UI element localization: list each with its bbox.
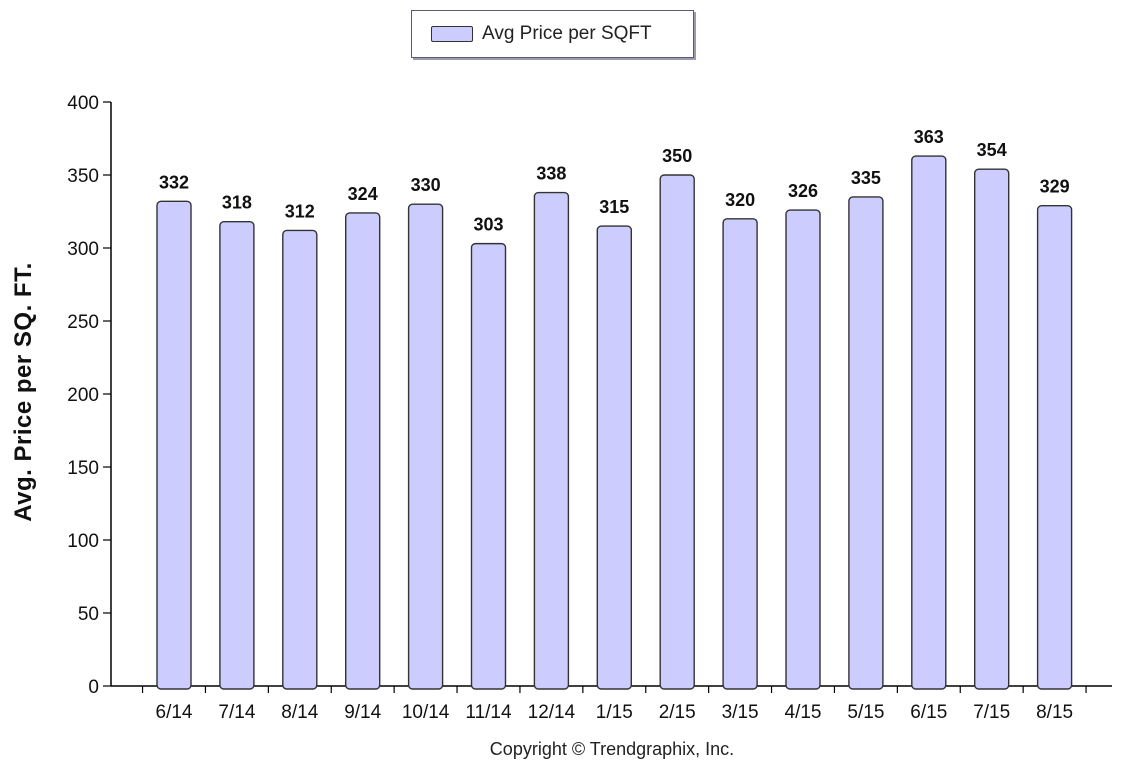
x-tick-label: 7/14 — [218, 702, 255, 723]
data-label: 363 — [914, 127, 944, 147]
x-tick-label: 6/14 — [156, 702, 193, 723]
copyright-text: Copyright © Trendgraphix, Inc. — [489, 739, 735, 759]
data-label: 332 — [159, 172, 189, 192]
x-tick-label: 5/15 — [847, 702, 884, 723]
data-label: 320 — [725, 190, 755, 210]
y-tick-label: 350 — [67, 166, 99, 187]
data-label: 335 — [851, 168, 881, 188]
bar — [219, 221, 255, 690]
data-label: 318 — [222, 193, 252, 213]
x-tick-label: 11/14 — [465, 702, 512, 723]
data-label: 315 — [599, 197, 629, 217]
bar — [848, 196, 884, 690]
y-tick-label: 400 — [67, 93, 99, 114]
bar — [785, 209, 821, 690]
x-tick-label: 4/15 — [785, 702, 822, 723]
x-tick-label: 6/15 — [910, 702, 947, 723]
bar — [407, 203, 444, 690]
data-label: 338 — [536, 164, 566, 184]
data-label: 330 — [411, 175, 441, 195]
data-labels: 332 318 312 324 330 303 338 315 350 320 326 335 363 3… — [159, 127, 1070, 235]
x-tick-label: 10/14 — [402, 702, 450, 723]
bar — [911, 155, 947, 690]
x-axis: 6/14 7/14 8/14 9/14 10/14 11/14 12/14 1/15 2/15 3… — [111, 685, 1112, 723]
bar — [974, 168, 1010, 690]
bar — [470, 242, 507, 690]
bar — [156, 200, 192, 690]
y-tick-label: 0 — [88, 677, 99, 698]
legend-label: Avg Price per SQFT — [482, 23, 652, 44]
x-tick-label: 7/15 — [973, 702, 1010, 723]
bar — [533, 191, 570, 690]
x-tick-label: 2/15 — [659, 702, 696, 723]
bar — [1036, 204, 1073, 690]
y-tick-label: 300 — [67, 239, 99, 260]
data-label: 324 — [348, 184, 378, 204]
bar — [659, 174, 695, 690]
x-tick-label: 3/15 — [722, 702, 759, 723]
bar — [596, 225, 632, 690]
y-axis: 0 50 100 150 200 250 300 350 400 — [67, 93, 112, 698]
y-axis-label: Avg. Price per SQ. FT. — [10, 262, 37, 522]
data-label: 326 — [788, 181, 818, 201]
bars — [156, 155, 1073, 690]
x-tick-label: 8/14 — [281, 702, 318, 723]
y-tick-label: 100 — [67, 531, 99, 552]
legend: Avg Price per SQFT — [411, 10, 694, 58]
y-tick-label: 50 — [78, 604, 99, 625]
bar — [282, 229, 318, 690]
data-label: 329 — [1040, 177, 1070, 197]
x-tick-label: 1/15 — [596, 702, 633, 723]
data-label: 312 — [285, 201, 315, 221]
y-tick-label: 150 — [67, 458, 99, 479]
x-tick-label: 9/14 — [344, 702, 381, 723]
x-tick-label: 12/14 — [528, 702, 576, 723]
y-tick-label: 250 — [67, 312, 99, 333]
bar — [345, 212, 381, 690]
data-label: 350 — [662, 146, 692, 166]
x-tick-label: 8/15 — [1036, 702, 1073, 723]
bar — [722, 218, 758, 690]
legend-swatch — [431, 26, 473, 42]
data-label: 303 — [473, 215, 503, 235]
data-label: 354 — [977, 140, 1007, 160]
y-tick-label: 200 — [67, 385, 99, 406]
